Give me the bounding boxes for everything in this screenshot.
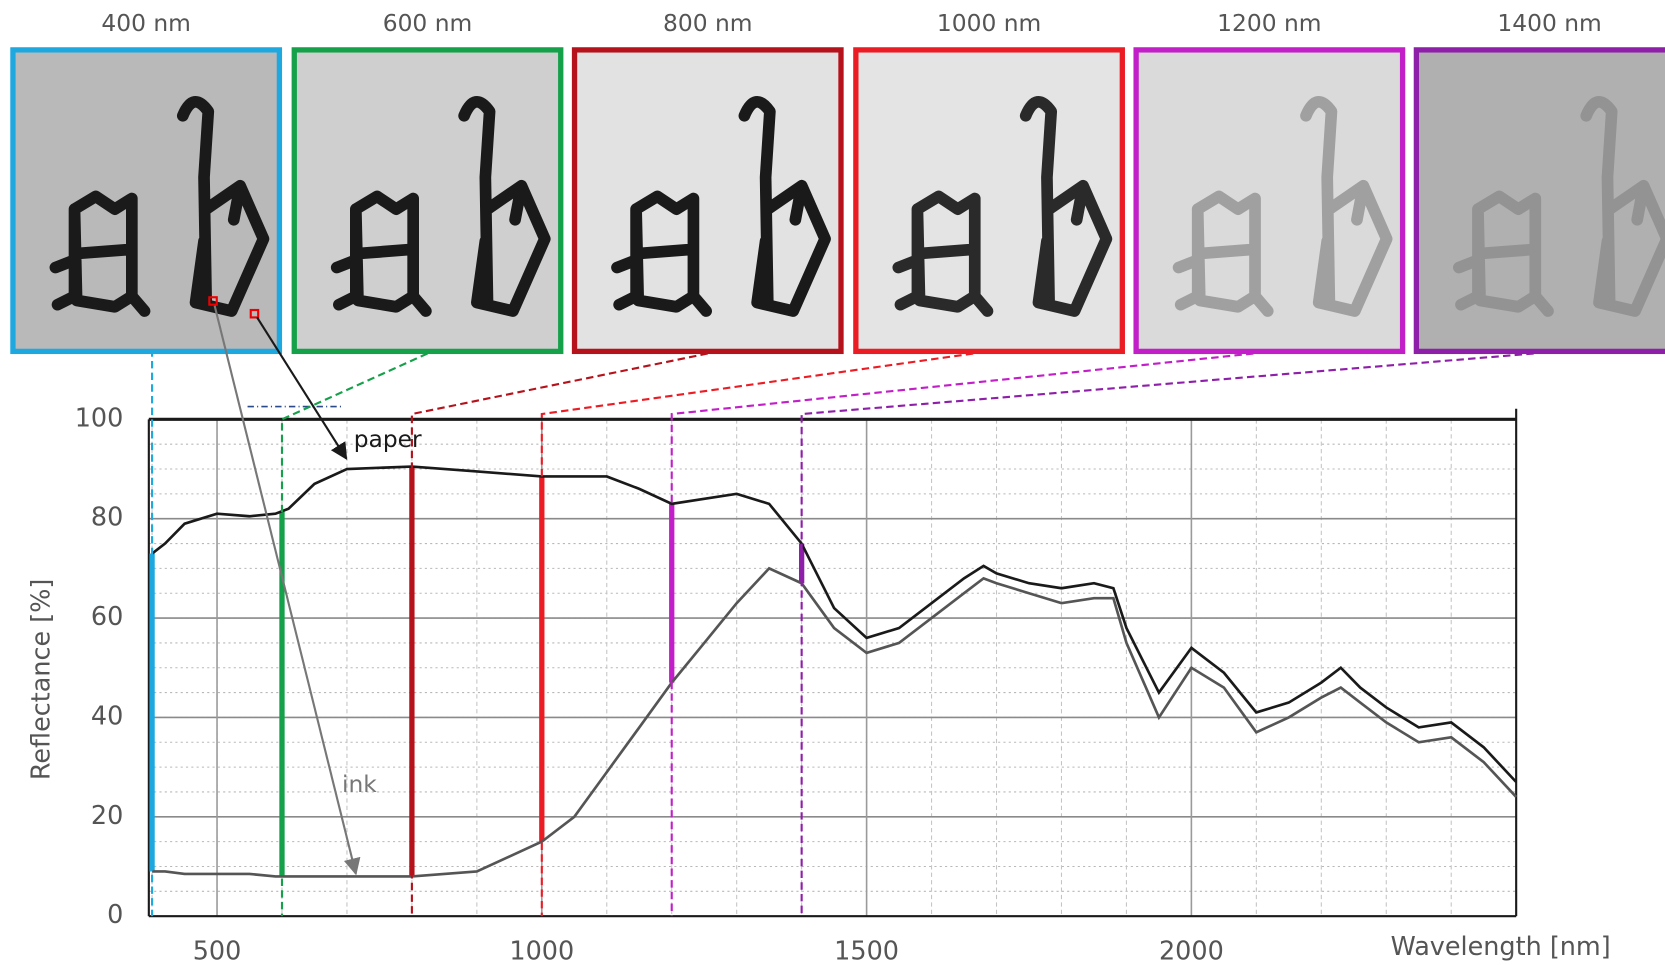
y-tick-label: 100 bbox=[75, 403, 124, 433]
series-line bbox=[152, 566, 1518, 878]
guide-line bbox=[280, 352, 428, 917]
y-tick-label: 40 bbox=[91, 701, 123, 731]
sample-point bbox=[249, 308, 260, 319]
image-script bbox=[611, 96, 831, 317]
series-label: ink bbox=[342, 770, 377, 798]
image-label: 1400 nm bbox=[1497, 9, 1601, 37]
plot bbox=[149, 465, 1518, 878]
image-label: 1200 nm bbox=[1217, 9, 1321, 37]
y-tick-label: 60 bbox=[91, 602, 123, 632]
image-script bbox=[330, 96, 551, 317]
guide-line bbox=[410, 352, 708, 917]
x-tick-label: 500 bbox=[193, 936, 242, 965]
x-tick-label: 2000 bbox=[1159, 936, 1224, 965]
guide-line bbox=[800, 352, 1534, 917]
series-label: paper bbox=[354, 425, 422, 453]
y-tick-label: 0 bbox=[107, 900, 123, 930]
y-axis-label: Reflectance [%] bbox=[27, 579, 57, 781]
y-tick-label: 80 bbox=[91, 503, 123, 533]
series-line bbox=[151, 465, 1518, 783]
y-tick-label: 20 bbox=[91, 801, 123, 831]
image-label: 600 nm bbox=[383, 9, 473, 37]
image-script bbox=[49, 96, 270, 317]
x-tick-label: 1500 bbox=[834, 936, 899, 965]
grid bbox=[147, 405, 1518, 918]
image-script bbox=[1453, 96, 1665, 317]
image-label: 1000 nm bbox=[937, 9, 1041, 37]
x-tick-label: 1000 bbox=[509, 936, 574, 965]
sample-point bbox=[208, 296, 218, 306]
arrow bbox=[256, 316, 348, 461]
x-axis-label: Wavelength [nm] bbox=[1391, 932, 1611, 962]
image-script bbox=[892, 96, 1113, 317]
guide-line bbox=[540, 352, 974, 917]
arrow bbox=[213, 305, 361, 876]
guide-line bbox=[670, 352, 1254, 917]
image-label: 800 nm bbox=[663, 9, 753, 37]
image-script bbox=[1172, 96, 1393, 317]
image-label: 400 nm bbox=[101, 9, 191, 37]
